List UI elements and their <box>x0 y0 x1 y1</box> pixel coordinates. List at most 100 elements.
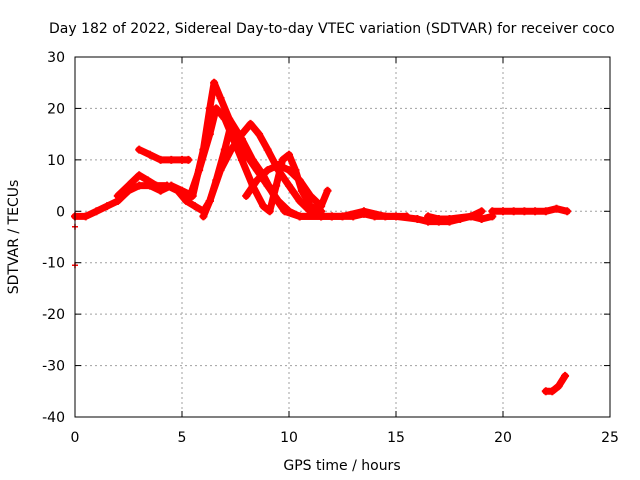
data-point-marker <box>135 181 144 190</box>
y-tick-label: 30 <box>47 50 65 66</box>
data-point-marker <box>424 212 433 221</box>
data-point-marker <box>477 215 486 223</box>
data-point-marker <box>212 104 221 113</box>
data-point-marker <box>531 207 540 216</box>
data-point-marker <box>246 119 255 128</box>
data-point-marker <box>113 191 122 200</box>
y-tick-label: -10 <box>42 256 65 272</box>
data-point-marker <box>199 212 208 221</box>
data-point-marker <box>552 204 561 213</box>
data-point-marker <box>285 207 293 216</box>
data-point-marker <box>285 181 293 190</box>
data-point-marker <box>563 207 572 216</box>
data-point-marker <box>190 202 199 211</box>
data-point-marker <box>434 215 443 223</box>
data-point-marker <box>237 130 246 139</box>
y-tick-label: -20 <box>42 307 65 323</box>
data-point-marker <box>173 186 182 195</box>
data-point-marker <box>167 155 176 164</box>
axis-ticks: 0 5 10 15 20 25 -40 -30 -20 -10 0 10 20 30 <box>42 50 619 446</box>
x-tick-label: 5 <box>178 430 187 446</box>
data-point-marker <box>263 145 272 154</box>
data-point-marker <box>135 171 144 180</box>
data-point-marker <box>295 197 304 205</box>
data-point-marker <box>278 155 287 164</box>
data-point-marker <box>359 209 368 218</box>
data-point-marker <box>554 382 563 391</box>
data-point-marker <box>216 166 225 175</box>
data-point-marker <box>81 212 90 221</box>
data-point-marker <box>103 202 112 211</box>
chart-title: Day 182 of 2022, Sidereal Day-to-day VTE… <box>49 21 615 37</box>
data-point-marker <box>274 161 283 169</box>
x-tick-label: 25 <box>601 430 619 446</box>
data-point-marker <box>135 145 144 154</box>
data-point-marker <box>295 212 304 221</box>
data-point-marker <box>252 176 261 185</box>
data-point-marker <box>317 202 326 211</box>
data-point-marker <box>263 181 272 190</box>
data-point-marker <box>477 207 486 216</box>
data-point-marker <box>509 207 518 216</box>
y-axis-label: SDTVAR / TECUs <box>6 180 22 295</box>
data-series <box>71 78 572 396</box>
series-track-h <box>424 207 486 223</box>
data-point-marker <box>327 212 336 221</box>
data-point-marker <box>237 155 246 164</box>
data-point-marker <box>520 207 529 216</box>
data-point-marker <box>163 181 172 190</box>
plot-frame <box>74 56 611 418</box>
x-tick-label: 0 <box>71 430 80 446</box>
x-tick-label: 10 <box>280 430 298 446</box>
data-point-marker <box>499 207 507 216</box>
grid-lines <box>75 57 610 417</box>
data-point-marker <box>195 166 204 175</box>
data-point-marker <box>124 181 133 190</box>
data-point-marker <box>306 191 315 200</box>
data-point-marker <box>252 166 261 175</box>
data-point-marker <box>229 135 238 144</box>
data-point-marker <box>445 215 454 223</box>
data-point-marker <box>220 114 229 123</box>
data-point-marker <box>242 191 251 200</box>
data-point-marker <box>323 186 332 195</box>
data-point-marker <box>265 207 274 216</box>
data-point-marker <box>285 150 293 159</box>
data-point-marker <box>216 94 225 103</box>
data-point-marker <box>306 202 315 211</box>
data-point-marker <box>145 150 154 159</box>
data-point-marker <box>210 78 219 87</box>
data-point-marker <box>466 212 475 221</box>
x-tick-label: 15 <box>387 430 405 446</box>
data-point-marker <box>413 215 422 223</box>
data-point-marker <box>548 387 557 396</box>
data-point-marker <box>392 212 400 221</box>
data-point-marker <box>561 371 570 380</box>
y-tick-label: 10 <box>47 153 65 169</box>
data-point-marker <box>184 197 193 205</box>
data-point-marker <box>541 207 550 216</box>
data-point-marker <box>272 181 281 190</box>
y-tick-label: 20 <box>47 101 65 117</box>
data-point-marker <box>92 207 101 216</box>
data-point-marker <box>370 212 379 221</box>
data-point-marker <box>152 181 161 190</box>
data-point-marker <box>143 176 152 185</box>
data-point-marker <box>259 202 268 211</box>
data-point-marker <box>156 155 165 164</box>
data-point-marker <box>255 130 264 139</box>
y-tick-label: -40 <box>42 410 65 426</box>
y-tick-label: -30 <box>42 359 65 375</box>
data-point-marker <box>205 197 214 205</box>
series-track-j <box>542 372 569 395</box>
data-point-marker <box>285 166 293 175</box>
data-point-marker <box>263 166 272 175</box>
x-tick-label: 20 <box>494 430 512 446</box>
data-point-marker <box>184 155 193 164</box>
x-axis-label: GPS time / hours <box>283 458 400 474</box>
data-point-marker <box>349 212 358 221</box>
data-point-marker <box>488 207 497 216</box>
data-point-marker <box>295 176 304 185</box>
data-point-marker <box>205 130 214 139</box>
